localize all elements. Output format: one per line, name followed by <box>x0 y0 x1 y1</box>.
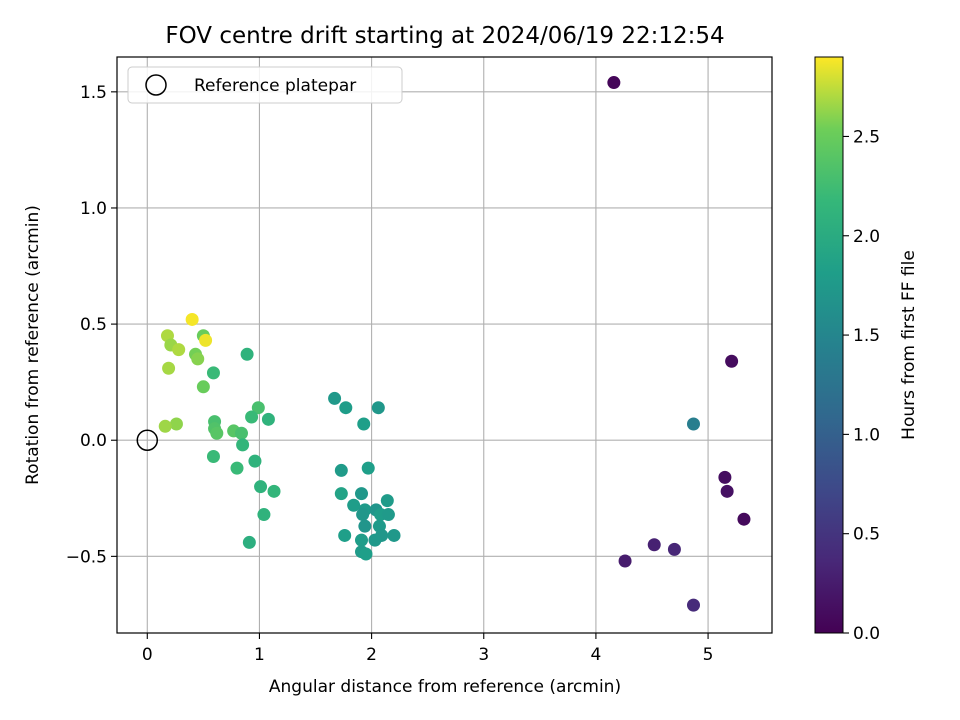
data-point <box>355 533 369 547</box>
data-point <box>267 484 281 498</box>
data-point <box>245 410 259 424</box>
data-point <box>251 401 265 415</box>
x-tick-label: 4 <box>590 645 601 665</box>
data-point <box>334 487 348 501</box>
colorbar-tick-label: 1.5 <box>853 326 880 346</box>
data-point <box>358 519 372 533</box>
data-point <box>347 498 361 512</box>
x-tick-label: 0 <box>142 645 153 665</box>
legend-box <box>127 66 403 104</box>
data-point <box>230 461 244 475</box>
data-point <box>240 347 254 361</box>
data-point <box>196 380 210 394</box>
y-tick-label: 0.5 <box>80 315 107 335</box>
y-tick-label: −0.5 <box>66 547 107 567</box>
data-point <box>686 598 700 612</box>
data-point <box>371 401 385 415</box>
data-point <box>368 533 382 547</box>
grid-lines <box>117 57 772 633</box>
data-point <box>172 343 186 357</box>
data-point <box>361 461 375 475</box>
data-point <box>248 454 262 468</box>
y-tick-label: 1.5 <box>80 83 107 103</box>
data-point <box>618 554 632 568</box>
reference-platepar-marker <box>136 429 159 451</box>
data-point <box>686 417 700 431</box>
data-point <box>162 361 176 375</box>
data-point <box>607 76 621 90</box>
data-point <box>191 352 205 366</box>
colorbar-ticks: 0.0 0.5 1.0 1.5 2.0 2.5 <box>843 127 880 644</box>
colorbar-tick-label: 1.0 <box>853 425 880 445</box>
data-point <box>199 333 213 347</box>
legend-entry-label: Reference platepar <box>194 76 356 96</box>
data-point <box>328 391 342 405</box>
data-point <box>334 463 348 477</box>
colorbar-tick-label: 2.5 <box>853 127 880 147</box>
y-tick-label: 0.0 <box>80 431 107 451</box>
data-point <box>206 449 220 463</box>
colorbar-label: Hours from first FF file <box>899 250 919 440</box>
data-point <box>242 535 256 549</box>
x-tick-label: 5 <box>703 645 714 665</box>
colorbar <box>814 56 844 634</box>
colorbar-tick-label: 0.0 <box>853 624 880 644</box>
legend-marker-icon <box>145 74 167 96</box>
legend: Reference platepar <box>127 66 403 104</box>
data-point <box>667 542 681 556</box>
colorbar-tick-label: 2.0 <box>853 227 880 247</box>
x-tick-label: 2 <box>366 645 377 665</box>
data-point <box>206 366 220 380</box>
data-point <box>359 547 373 561</box>
data-point <box>718 470 732 484</box>
x-axis-ticks: 0 1 2 3 4 5 <box>142 633 714 665</box>
data-point <box>234 426 248 440</box>
data-point <box>355 487 369 501</box>
y-axis-label: Rotation from reference (arcmin) <box>23 205 43 485</box>
x-tick-label: 1 <box>254 645 265 665</box>
data-point <box>380 494 394 508</box>
data-point <box>257 508 271 522</box>
data-point <box>338 528 352 542</box>
data-points <box>158 76 751 612</box>
data-point <box>339 401 353 415</box>
data-point <box>725 354 739 368</box>
y-axis-ticks: −0.5 0.0 0.5 1.0 1.5 <box>66 83 117 567</box>
data-point <box>720 484 734 498</box>
data-point <box>737 512 751 526</box>
data-point <box>356 508 370 522</box>
data-point <box>381 508 395 522</box>
x-tick-label: 3 <box>478 645 489 665</box>
data-point <box>254 480 268 494</box>
data-point <box>357 417 371 431</box>
chart-title: FOV centre drift starting at 2024/06/19 … <box>165 23 724 49</box>
plot-frame <box>116 56 773 634</box>
data-point <box>261 412 275 426</box>
data-point <box>236 438 250 452</box>
data-point <box>169 417 183 431</box>
x-axis-label: Angular distance from reference (arcmin) <box>269 677 621 697</box>
data-point <box>185 312 199 326</box>
data-point <box>158 419 172 433</box>
data-point <box>387 528 401 542</box>
data-point <box>647 538 661 552</box>
y-tick-label: 1.0 <box>80 199 107 219</box>
data-point <box>210 426 224 440</box>
colorbar-tick-label: 0.5 <box>853 525 880 545</box>
